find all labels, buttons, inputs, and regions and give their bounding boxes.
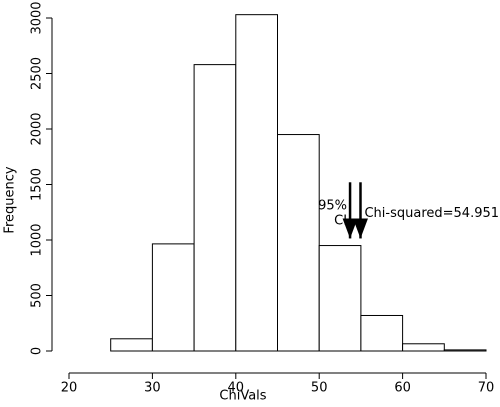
- y-tick-label: 0: [30, 347, 45, 355]
- bar: [402, 343, 445, 352]
- y-tick-label: 2500: [30, 57, 45, 90]
- y-axis-label: Frequency: [3, 166, 18, 233]
- x-tick-label: 50: [311, 381, 328, 396]
- y-tick-label: 1000: [30, 223, 45, 256]
- x-tick-label: 30: [144, 381, 161, 396]
- annotation-text: Chi-squared=54.951: [364, 206, 499, 221]
- x-tick-label: 70: [478, 381, 495, 396]
- bar: [151, 243, 195, 352]
- bar: [277, 134, 320, 352]
- bar: [360, 314, 404, 352]
- y-tick-label: 2000: [30, 112, 45, 145]
- annotation-text: 95%: [318, 198, 347, 213]
- y-tick-label: 1500: [30, 168, 45, 201]
- annotation-text: CI: [334, 213, 347, 228]
- bar: [318, 245, 362, 352]
- bar: [235, 14, 279, 352]
- x-tick-label: 60: [394, 381, 411, 396]
- bar: [443, 349, 487, 352]
- y-tick-label: 3000: [30, 1, 45, 34]
- x-axis-label: ChiVals: [219, 389, 266, 404]
- bar: [110, 338, 153, 352]
- x-tick-label: 20: [61, 381, 78, 396]
- bar: [193, 64, 237, 352]
- y-tick-label: 500: [30, 283, 45, 308]
- x-tick-label: 40: [228, 381, 245, 396]
